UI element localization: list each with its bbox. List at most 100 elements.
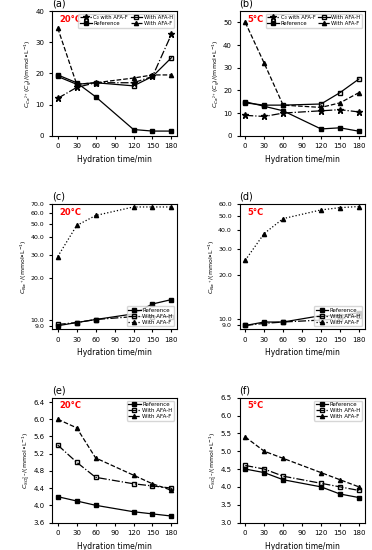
Legend: Reference, With AFA-H, With AFA-F: Reference, With AFA-H, With AFA-F bbox=[127, 306, 174, 326]
Y-axis label: $C_{SO_4^{2-}}$/(mmol$\bullet$L$^{-1}$): $C_{SO_4^{2-}}$/(mmol$\bullet$L$^{-1}$) bbox=[20, 432, 32, 488]
With AFA-F bbox=[338, 100, 342, 106]
C₀ with AFA-F bbox=[357, 109, 361, 116]
With AFA-F bbox=[262, 60, 266, 67]
Legend: C₀ with AFA-F, Reference, With AFA-H, With AFA-F: C₀ with AFA-F, Reference, With AFA-H, Wi… bbox=[266, 14, 362, 28]
Line: With AFA-F: With AFA-F bbox=[243, 205, 361, 262]
Line: Reference: Reference bbox=[243, 467, 361, 499]
C₀ with AFA-F bbox=[150, 73, 155, 80]
Reference bbox=[262, 103, 266, 109]
With AFA-H bbox=[357, 487, 361, 494]
Reference bbox=[93, 502, 98, 509]
Reference bbox=[319, 312, 323, 319]
Line: With AFA-F: With AFA-F bbox=[56, 205, 173, 258]
C₀ with AFA-F bbox=[281, 110, 285, 117]
With AFA-F bbox=[131, 204, 136, 210]
X-axis label: Hydration time/min: Hydration time/min bbox=[264, 155, 340, 164]
With AFA-F bbox=[262, 230, 266, 237]
With AFA-H bbox=[319, 317, 323, 323]
Reference bbox=[338, 491, 342, 497]
Reference bbox=[319, 483, 323, 490]
Reference bbox=[131, 508, 136, 515]
With AFA-F bbox=[319, 207, 323, 213]
C₀ with AFA-F bbox=[74, 84, 79, 91]
Reference bbox=[357, 128, 361, 135]
With AFA-H bbox=[93, 79, 98, 86]
With AFA-F bbox=[169, 72, 174, 78]
With AFA-F bbox=[150, 72, 155, 78]
Reference bbox=[74, 498, 79, 504]
Reference bbox=[93, 94, 98, 100]
With AFA-F bbox=[357, 204, 361, 210]
With AFA-F bbox=[74, 222, 79, 229]
Reference bbox=[243, 322, 247, 329]
With AFA-F bbox=[357, 483, 361, 490]
Line: With AFA-H: With AFA-H bbox=[56, 315, 173, 327]
Y-axis label: $C_{Ca^{2+}}(C_g)$/(mmol$\bullet$L$^{-1}$): $C_{Ca^{2+}}(C_g)$/(mmol$\bullet$L$^{-1}… bbox=[23, 39, 34, 108]
Text: (e): (e) bbox=[52, 385, 66, 395]
Y-axis label: $C_{Na^+}$/(mmol$\bullet$L$^{-1}$): $C_{Na^+}$/(mmol$\bullet$L$^{-1}$) bbox=[19, 239, 29, 294]
Line: Reference: Reference bbox=[243, 100, 361, 133]
With AFA-H bbox=[262, 320, 266, 327]
Text: (c): (c) bbox=[52, 192, 65, 202]
Text: 5°C: 5°C bbox=[247, 15, 263, 24]
Reference bbox=[262, 469, 266, 476]
Line: Reference: Reference bbox=[243, 311, 361, 328]
Line: Reference: Reference bbox=[56, 494, 173, 518]
With AFA-H bbox=[93, 474, 98, 481]
With AFA-F bbox=[169, 204, 174, 210]
Reference bbox=[55, 322, 60, 329]
Reference bbox=[281, 319, 285, 326]
With AFA-F bbox=[55, 253, 60, 260]
With AFA-H bbox=[93, 316, 98, 323]
With AFA-F bbox=[131, 75, 136, 81]
Legend: Reference, With AFA-H, With AFA-F: Reference, With AFA-H, With AFA-F bbox=[127, 400, 174, 421]
X-axis label: Hydration time/min: Hydration time/min bbox=[77, 542, 152, 550]
Reference bbox=[281, 476, 285, 483]
C₀ with AFA-F bbox=[93, 79, 98, 86]
Line: With AFA-F: With AFA-F bbox=[243, 435, 361, 489]
Line: With AFA-H: With AFA-H bbox=[243, 77, 361, 107]
Text: (d): (d) bbox=[240, 192, 253, 202]
With AFA-H bbox=[243, 100, 247, 106]
With AFA-H bbox=[150, 314, 155, 320]
Line: With AFA-F: With AFA-F bbox=[56, 26, 173, 86]
Text: (f): (f) bbox=[240, 385, 251, 395]
With AFA-H bbox=[169, 314, 174, 320]
Text: 5°C: 5°C bbox=[247, 402, 263, 410]
Legend: C₀ with AFA-F, Reference, With AFA-H, With AFA-F: C₀ with AFA-F, Reference, With AFA-H, Wi… bbox=[78, 14, 174, 28]
With AFA-F bbox=[281, 102, 285, 108]
With AFA-F bbox=[243, 257, 247, 263]
With AFA-F bbox=[281, 455, 285, 461]
With AFA-H bbox=[55, 442, 60, 448]
X-axis label: Hydration time/min: Hydration time/min bbox=[264, 542, 340, 550]
With AFA-H bbox=[357, 312, 361, 319]
With AFA-F bbox=[281, 215, 285, 222]
C₀ with AFA-F bbox=[319, 107, 323, 114]
With AFA-F bbox=[319, 104, 323, 111]
With AFA-H bbox=[55, 73, 60, 80]
Reference bbox=[338, 124, 342, 131]
Reference bbox=[338, 312, 342, 319]
Text: (a): (a) bbox=[52, 0, 66, 8]
Y-axis label: $C_{SO_4^{2-}}$/(mmol$\bullet$L$^{-1}$): $C_{SO_4^{2-}}$/(mmol$\bullet$L$^{-1}$) bbox=[208, 432, 219, 488]
With AFA-H bbox=[74, 319, 79, 326]
Legend: Reference, With AFA-H, With AFA-F: Reference, With AFA-H, With AFA-F bbox=[314, 400, 362, 421]
C₀ with AFA-F bbox=[55, 95, 60, 102]
Line: Reference: Reference bbox=[56, 73, 173, 133]
Y-axis label: $C_{Na^+}$/(mmol$\bullet$L$^{-1}$): $C_{Na^+}$/(mmol$\bullet$L$^{-1}$) bbox=[206, 239, 217, 294]
With AFA-H bbox=[281, 319, 285, 326]
Line: With AFA-H: With AFA-H bbox=[56, 56, 173, 88]
Line: Reference: Reference bbox=[56, 298, 173, 328]
Reference bbox=[357, 309, 361, 316]
Reference bbox=[150, 510, 155, 517]
Reference bbox=[55, 72, 60, 78]
Reference bbox=[319, 125, 323, 132]
Text: 20°C: 20°C bbox=[60, 208, 81, 217]
Reference bbox=[150, 301, 155, 307]
With AFA-F bbox=[338, 476, 342, 483]
X-axis label: Hydration time/min: Hydration time/min bbox=[264, 348, 340, 358]
With AFA-F bbox=[55, 25, 60, 31]
Reference bbox=[281, 107, 285, 114]
With AFA-H bbox=[262, 466, 266, 472]
With AFA-H bbox=[357, 76, 361, 82]
